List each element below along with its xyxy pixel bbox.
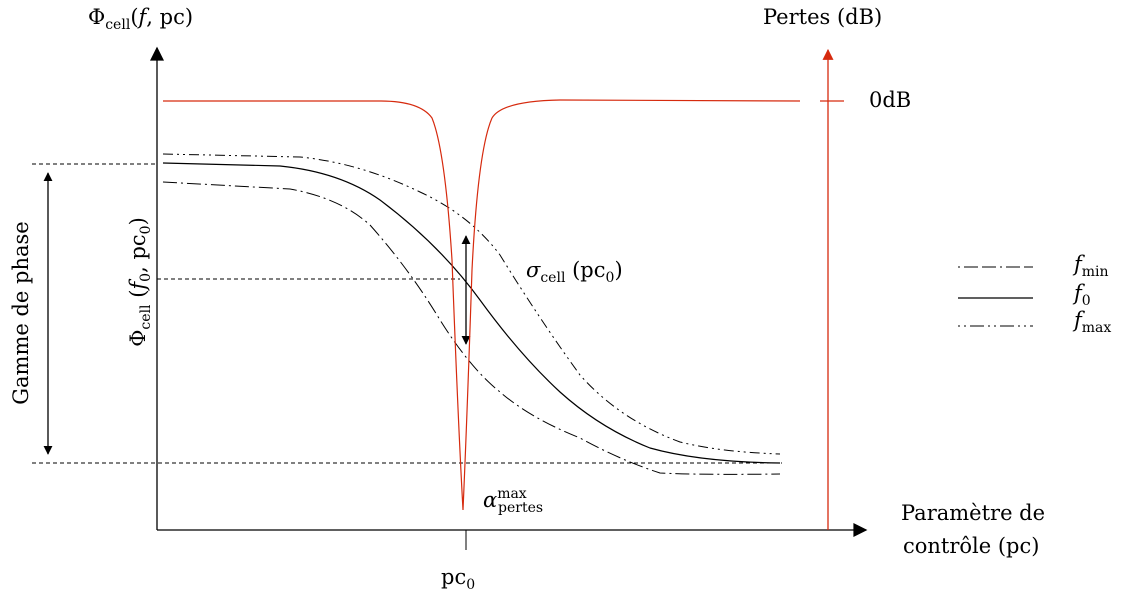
alpha-label-subscript: pertes — [498, 500, 543, 516]
sigma-label: σcell (pc0) — [526, 258, 623, 286]
curve-f-max — [162, 153, 781, 455]
legend-label-f-min: fmin — [1072, 252, 1109, 280]
phi-f0-pc0-label: Φcell (f0, pc0) — [126, 217, 154, 347]
legend-label-f0: f0 — [1072, 281, 1091, 309]
legend-label-f-max: fmax — [1072, 308, 1111, 336]
curve-f-min — [162, 181, 781, 475]
pc0-label: pc0 — [441, 565, 475, 593]
legend: fmin f0 fmax — [958, 252, 1111, 336]
curve-f0 — [162, 162, 781, 464]
zero-db-label: 0dB — [869, 88, 911, 112]
x-axis-label-line1: Paramètre de — [901, 501, 1045, 525]
alpha-label: αmax — [483, 486, 527, 512]
phase-range-label: Gamme de phase — [9, 221, 33, 404]
curve-losses — [163, 99, 801, 511]
left-axis-label: Φcell(f, pc) — [88, 5, 193, 33]
right-axis-label: Pertes (dB) — [763, 5, 882, 29]
x-axis-label-line2: contrôle (pc) — [903, 534, 1039, 558]
